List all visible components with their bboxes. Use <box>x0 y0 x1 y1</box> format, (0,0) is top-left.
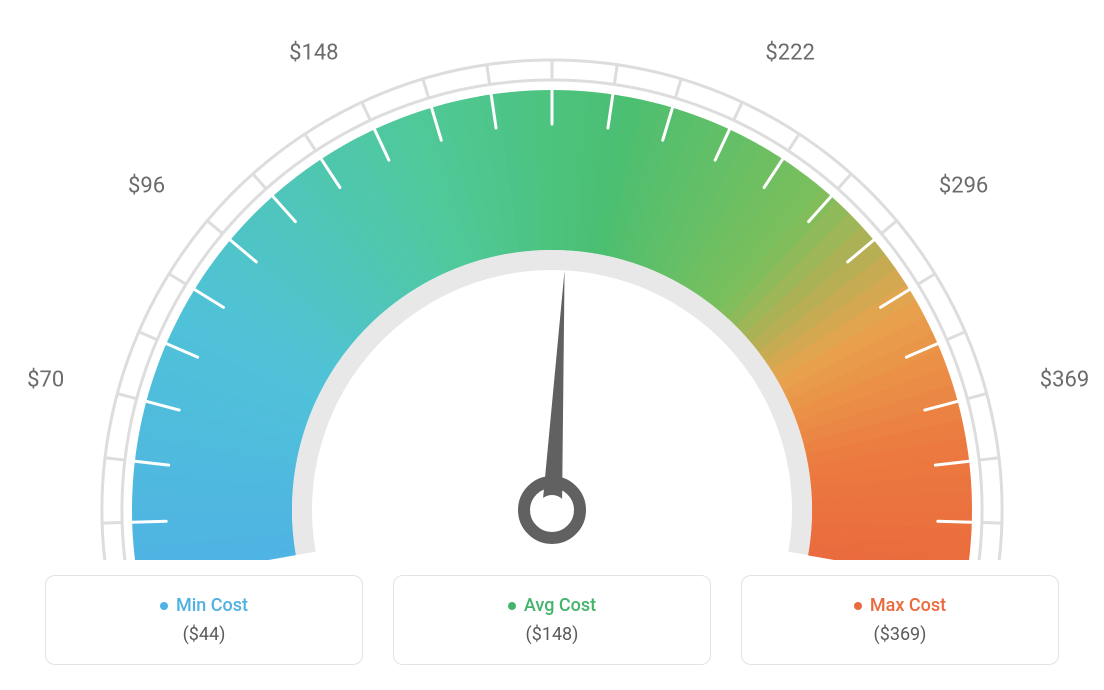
legend-label-avg: Avg Cost <box>524 595 596 616</box>
legend-dot-min <box>160 602 168 610</box>
legend-title-avg: Avg Cost <box>508 595 596 616</box>
legend-label-max: Max Cost <box>870 595 946 616</box>
gauge-tick-label: $148 <box>289 40 338 65</box>
legend-card-min: Min Cost ($44) <box>45 575 363 665</box>
legend-dot-avg <box>508 602 516 610</box>
gauge-needle <box>542 270 565 510</box>
gauge-tick-label: $96 <box>128 173 165 198</box>
gauge-tick-label: $70 <box>27 367 64 392</box>
legend-label-min: Min Cost <box>176 595 248 616</box>
gauge-container: $44$70$96$148$222$296$369 <box>0 0 1104 560</box>
legend-card-max: Max Cost ($369) <box>741 575 1059 665</box>
legend-title-min: Min Cost <box>160 595 248 616</box>
gauge-tick-label: $296 <box>939 173 988 198</box>
gauge-tick-label: $369 <box>1040 367 1089 392</box>
cost-gauge: $44$70$96$148$222$296$369 <box>0 0 1104 560</box>
legend-value-min: ($44) <box>183 624 226 645</box>
legend-card-avg: Avg Cost ($148) <box>393 575 711 665</box>
legend-row: Min Cost ($44) Avg Cost ($148) Max Cost … <box>0 560 1104 690</box>
legend-value-max: ($369) <box>874 624 927 645</box>
gauge-tick-label: $222 <box>765 40 814 65</box>
legend-dot-max <box>854 602 862 610</box>
legend-value-avg: ($148) <box>526 624 579 645</box>
legend-title-max: Max Cost <box>854 595 946 616</box>
